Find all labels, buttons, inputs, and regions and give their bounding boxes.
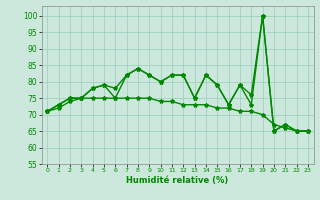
- X-axis label: Humidité relative (%): Humidité relative (%): [126, 176, 229, 185]
